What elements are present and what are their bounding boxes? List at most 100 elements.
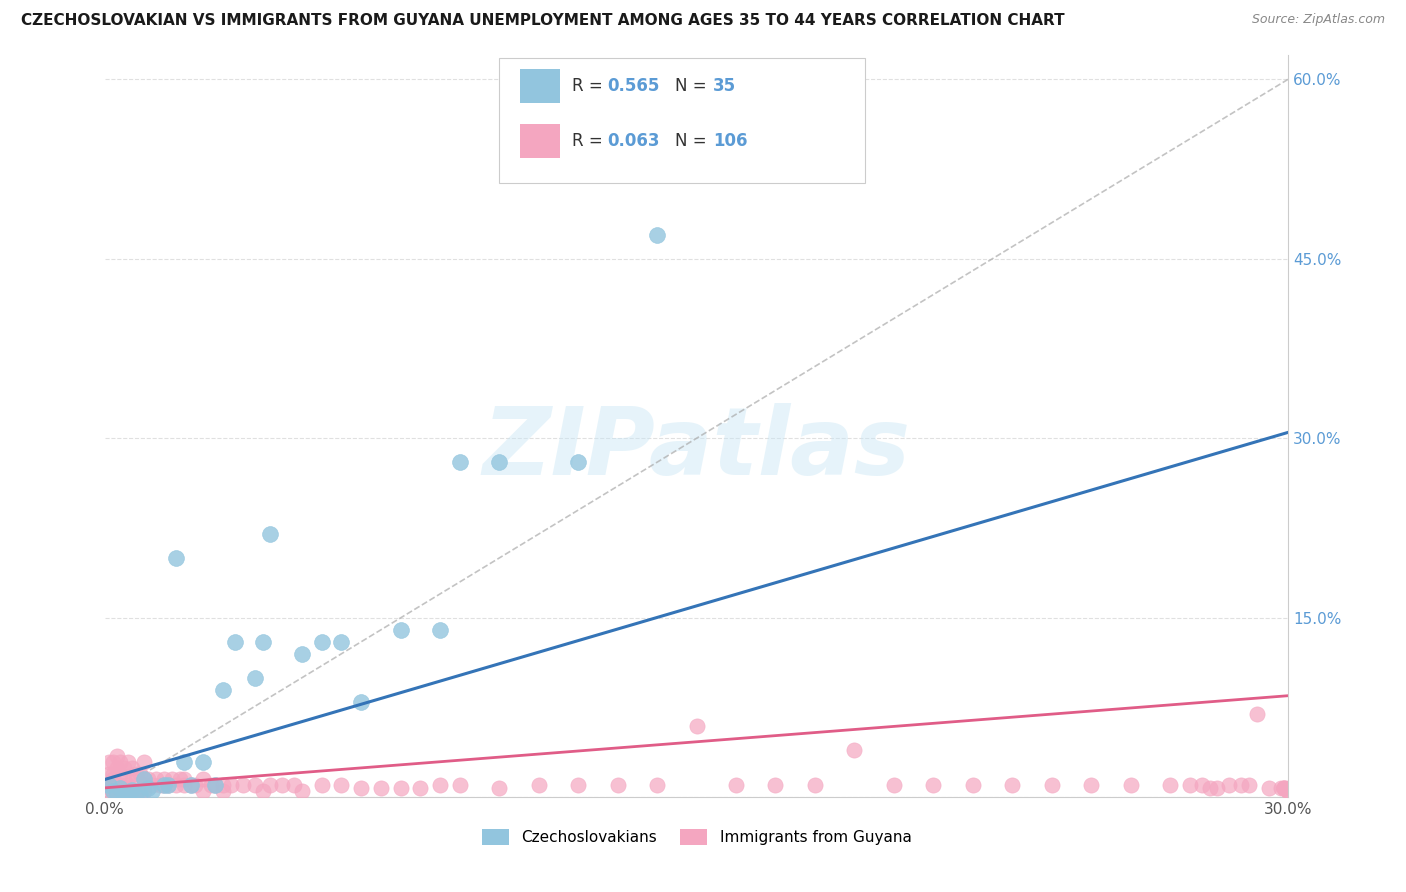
Point	[105, 784, 128, 798]
Point	[112, 760, 135, 774]
Point	[212, 682, 235, 697]
Point	[685, 718, 707, 732]
Point	[112, 772, 135, 787]
Point	[645, 779, 668, 793]
Text: N =: N =	[675, 77, 711, 95]
Point	[1001, 779, 1024, 793]
Point	[125, 788, 148, 802]
Point	[134, 772, 156, 787]
Point	[1191, 779, 1213, 793]
Point	[219, 779, 242, 793]
Point	[117, 789, 139, 804]
Point	[97, 779, 120, 793]
Point	[567, 779, 589, 793]
Text: CZECHOSLOVAKIAN VS IMMIGRANTS FROM GUYANA UNEMPLOYMENT AMONG AGES 35 TO 44 YEARS: CZECHOSLOVAKIAN VS IMMIGRANTS FROM GUYAN…	[21, 13, 1064, 29]
Point	[291, 647, 314, 661]
Point	[1274, 780, 1296, 795]
Point	[259, 527, 281, 541]
Point	[193, 784, 215, 798]
Point	[129, 787, 152, 801]
Point	[134, 772, 156, 787]
Point	[409, 780, 432, 795]
Point	[330, 779, 353, 793]
Point	[1274, 780, 1296, 795]
Point	[449, 779, 471, 793]
Point	[125, 766, 148, 780]
Point	[129, 766, 152, 780]
Point	[204, 779, 226, 793]
Point	[283, 779, 305, 793]
Point	[110, 784, 132, 798]
Point	[252, 784, 274, 798]
Point	[97, 755, 120, 769]
Point	[252, 635, 274, 649]
Point	[105, 760, 128, 774]
Point	[141, 779, 163, 793]
Point	[1277, 784, 1299, 798]
Point	[105, 779, 128, 793]
Point	[173, 755, 195, 769]
Point	[271, 779, 294, 793]
Point	[449, 455, 471, 469]
Text: 35: 35	[713, 77, 735, 95]
Point	[724, 779, 747, 793]
Point	[389, 623, 412, 637]
Point	[1218, 779, 1240, 793]
Point	[1270, 780, 1292, 795]
Point	[125, 784, 148, 798]
Point	[765, 779, 787, 793]
Point	[527, 779, 550, 793]
Text: ZIPatlas: ZIPatlas	[482, 402, 911, 494]
Point	[105, 748, 128, 763]
Point	[224, 635, 246, 649]
Point	[141, 784, 163, 798]
Text: Source: ZipAtlas.com: Source: ZipAtlas.com	[1251, 13, 1385, 27]
Point	[311, 635, 333, 649]
Point	[232, 779, 254, 793]
Point	[243, 779, 266, 793]
Point	[117, 755, 139, 769]
Point	[645, 227, 668, 242]
Point	[117, 786, 139, 800]
Point	[193, 772, 215, 787]
Point	[488, 780, 510, 795]
Point	[110, 755, 132, 769]
Point	[101, 772, 124, 787]
Point	[110, 779, 132, 793]
Point	[97, 780, 120, 795]
Point	[1230, 779, 1253, 793]
Point	[429, 779, 451, 793]
Point	[117, 784, 139, 798]
Point	[165, 551, 187, 566]
Point	[1080, 779, 1102, 793]
Point	[1198, 780, 1220, 795]
Point	[922, 779, 945, 793]
Point	[101, 784, 124, 798]
Point	[97, 784, 120, 798]
Point	[184, 779, 207, 793]
Point	[311, 779, 333, 793]
Text: 0.565: 0.565	[607, 77, 659, 95]
Point	[180, 779, 202, 793]
Point	[1237, 779, 1260, 793]
Point	[350, 780, 373, 795]
Point	[101, 784, 124, 798]
Point	[145, 772, 167, 787]
Point	[1246, 706, 1268, 721]
Point	[156, 779, 179, 793]
Point	[129, 784, 152, 798]
Point	[1159, 779, 1181, 793]
Text: N =: N =	[675, 132, 711, 150]
Point	[153, 772, 176, 787]
Point	[134, 755, 156, 769]
Point	[165, 779, 187, 793]
Point	[101, 779, 124, 793]
Point	[105, 787, 128, 801]
Point	[121, 760, 143, 774]
Point	[200, 779, 222, 793]
Point	[1274, 780, 1296, 795]
Point	[153, 779, 176, 793]
Point	[567, 455, 589, 469]
Point	[173, 772, 195, 787]
Point	[350, 695, 373, 709]
